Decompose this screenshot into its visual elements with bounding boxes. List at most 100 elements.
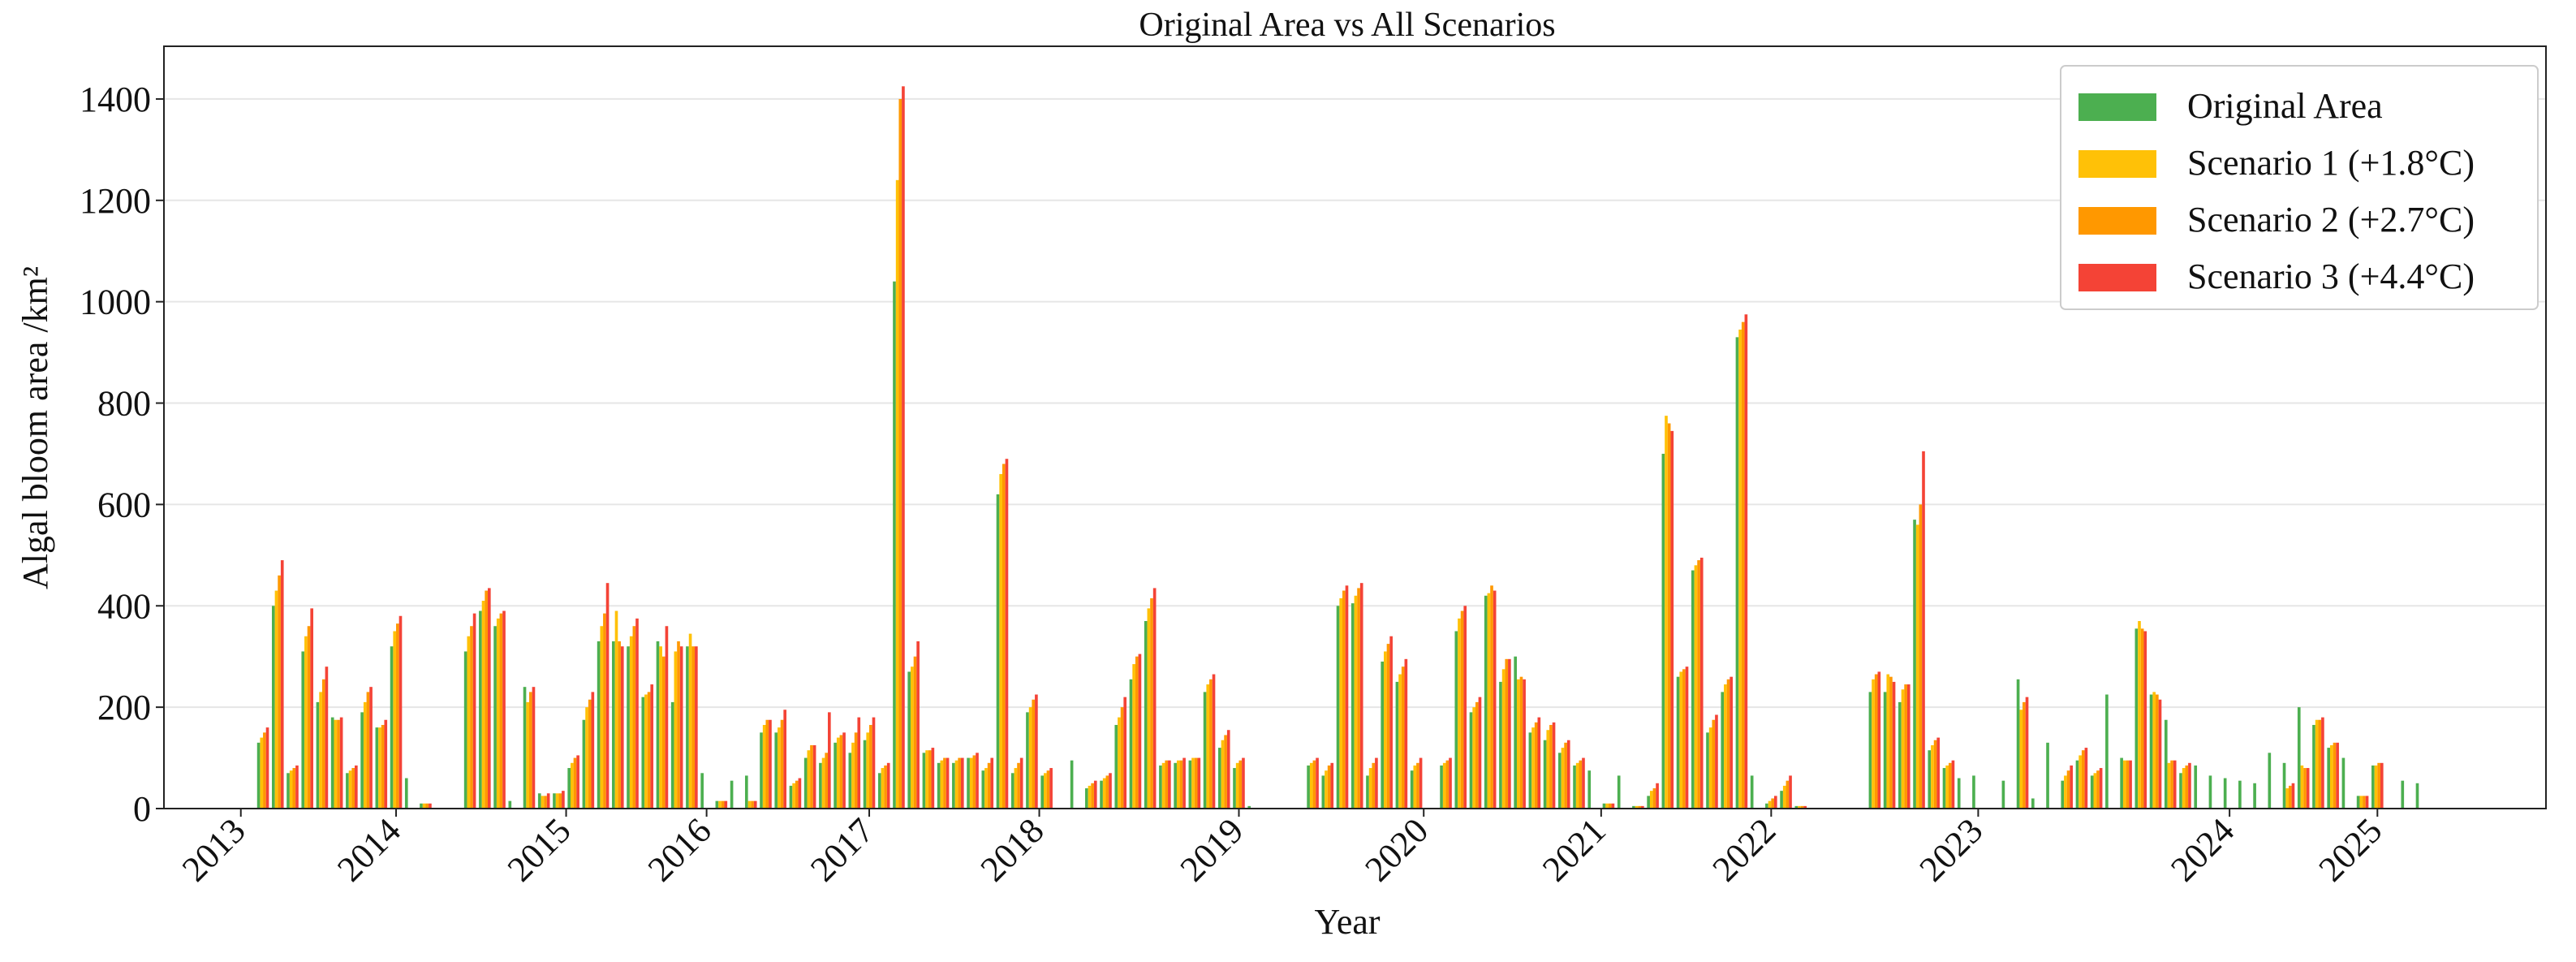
bar — [700, 773, 704, 809]
bar — [2122, 760, 2126, 809]
bar — [1508, 658, 1511, 809]
bar — [1046, 770, 1050, 809]
bar — [1780, 791, 1783, 809]
y-axis-label: Algal bloom area /km² — [15, 266, 55, 589]
bar — [573, 757, 577, 809]
bar — [1794, 805, 1798, 809]
bar — [810, 744, 813, 809]
bar — [688, 633, 692, 809]
bar — [792, 783, 795, 809]
bar — [1395, 681, 1399, 809]
bar — [2025, 697, 2029, 809]
bar — [842, 732, 846, 809]
bar — [1176, 760, 1180, 809]
bar — [730, 780, 734, 809]
y-tick-label: 400 — [97, 586, 151, 626]
bar — [369, 687, 373, 809]
bar — [1398, 674, 1402, 809]
bar — [1336, 606, 1340, 809]
bar — [1070, 760, 1074, 809]
bar — [2356, 796, 2360, 809]
bar — [1359, 583, 1363, 809]
bar — [1773, 796, 1777, 809]
bar — [1501, 669, 1506, 809]
bar — [1528, 732, 1532, 809]
bar — [2070, 765, 2074, 809]
bar — [1738, 330, 1742, 809]
bar — [360, 712, 364, 809]
bar — [528, 692, 532, 809]
bar — [1602, 803, 1606, 809]
bar — [670, 701, 674, 809]
bar — [798, 778, 802, 809]
bar — [1798, 805, 1801, 809]
bar — [2359, 796, 2363, 809]
bar — [2001, 780, 2005, 809]
bar — [605, 583, 610, 809]
bar — [2134, 628, 2139, 809]
bar — [916, 641, 920, 809]
bar — [2321, 717, 2324, 809]
bar — [1608, 803, 1612, 809]
bar — [271, 606, 275, 809]
bar — [1877, 671, 1881, 809]
legend-swatch — [2078, 150, 2156, 178]
bar — [1803, 805, 1807, 809]
bar — [1224, 735, 1227, 809]
bar — [1665, 416, 1668, 809]
bar — [2318, 719, 2322, 809]
bar — [2066, 770, 2070, 809]
y-tick-label: 1200 — [80, 181, 151, 221]
bar — [893, 281, 896, 809]
bar — [769, 719, 772, 809]
bar — [381, 724, 385, 809]
bar — [928, 750, 932, 809]
bar — [526, 701, 529, 809]
y-tick-label: 800 — [97, 384, 151, 424]
bar — [695, 646, 698, 809]
bar — [1635, 805, 1639, 809]
bar — [319, 692, 322, 809]
bar — [1032, 699, 1036, 809]
bar — [647, 692, 651, 809]
bar — [325, 666, 329, 809]
bar — [1499, 681, 1502, 809]
bar — [1386, 644, 1390, 809]
bar — [922, 753, 926, 809]
bar — [1105, 775, 1109, 809]
bar — [558, 793, 562, 809]
bar — [886, 762, 890, 809]
bar — [1575, 762, 1579, 809]
bar — [263, 732, 266, 809]
bar — [562, 791, 565, 809]
bar — [1233, 768, 1236, 809]
bar — [715, 800, 719, 809]
legend-label: Scenario 3 (+4.4°C) — [2187, 257, 2475, 296]
bar — [1138, 654, 1142, 809]
bar — [1209, 679, 1213, 809]
bar — [1549, 724, 1553, 809]
bar — [1017, 762, 1020, 809]
bar — [2415, 783, 2419, 809]
bar — [351, 768, 355, 809]
bar — [665, 626, 669, 809]
bar — [1463, 606, 1467, 809]
bar — [812, 744, 816, 809]
bar — [2019, 710, 2023, 809]
bar — [774, 732, 778, 809]
bar — [987, 762, 991, 809]
legend-swatch — [2078, 93, 2156, 121]
bar — [2090, 775, 2094, 809]
bar — [895, 179, 899, 809]
bar — [1617, 775, 1621, 809]
bar — [958, 757, 961, 809]
bar — [952, 762, 955, 809]
bar — [1579, 760, 1583, 809]
bar — [679, 646, 683, 809]
bar — [1309, 762, 1313, 809]
bar — [2081, 750, 2085, 809]
bar — [1419, 757, 1423, 809]
bar — [877, 773, 881, 809]
y-tick-label: 0 — [133, 789, 151, 829]
bar — [999, 473, 1002, 809]
